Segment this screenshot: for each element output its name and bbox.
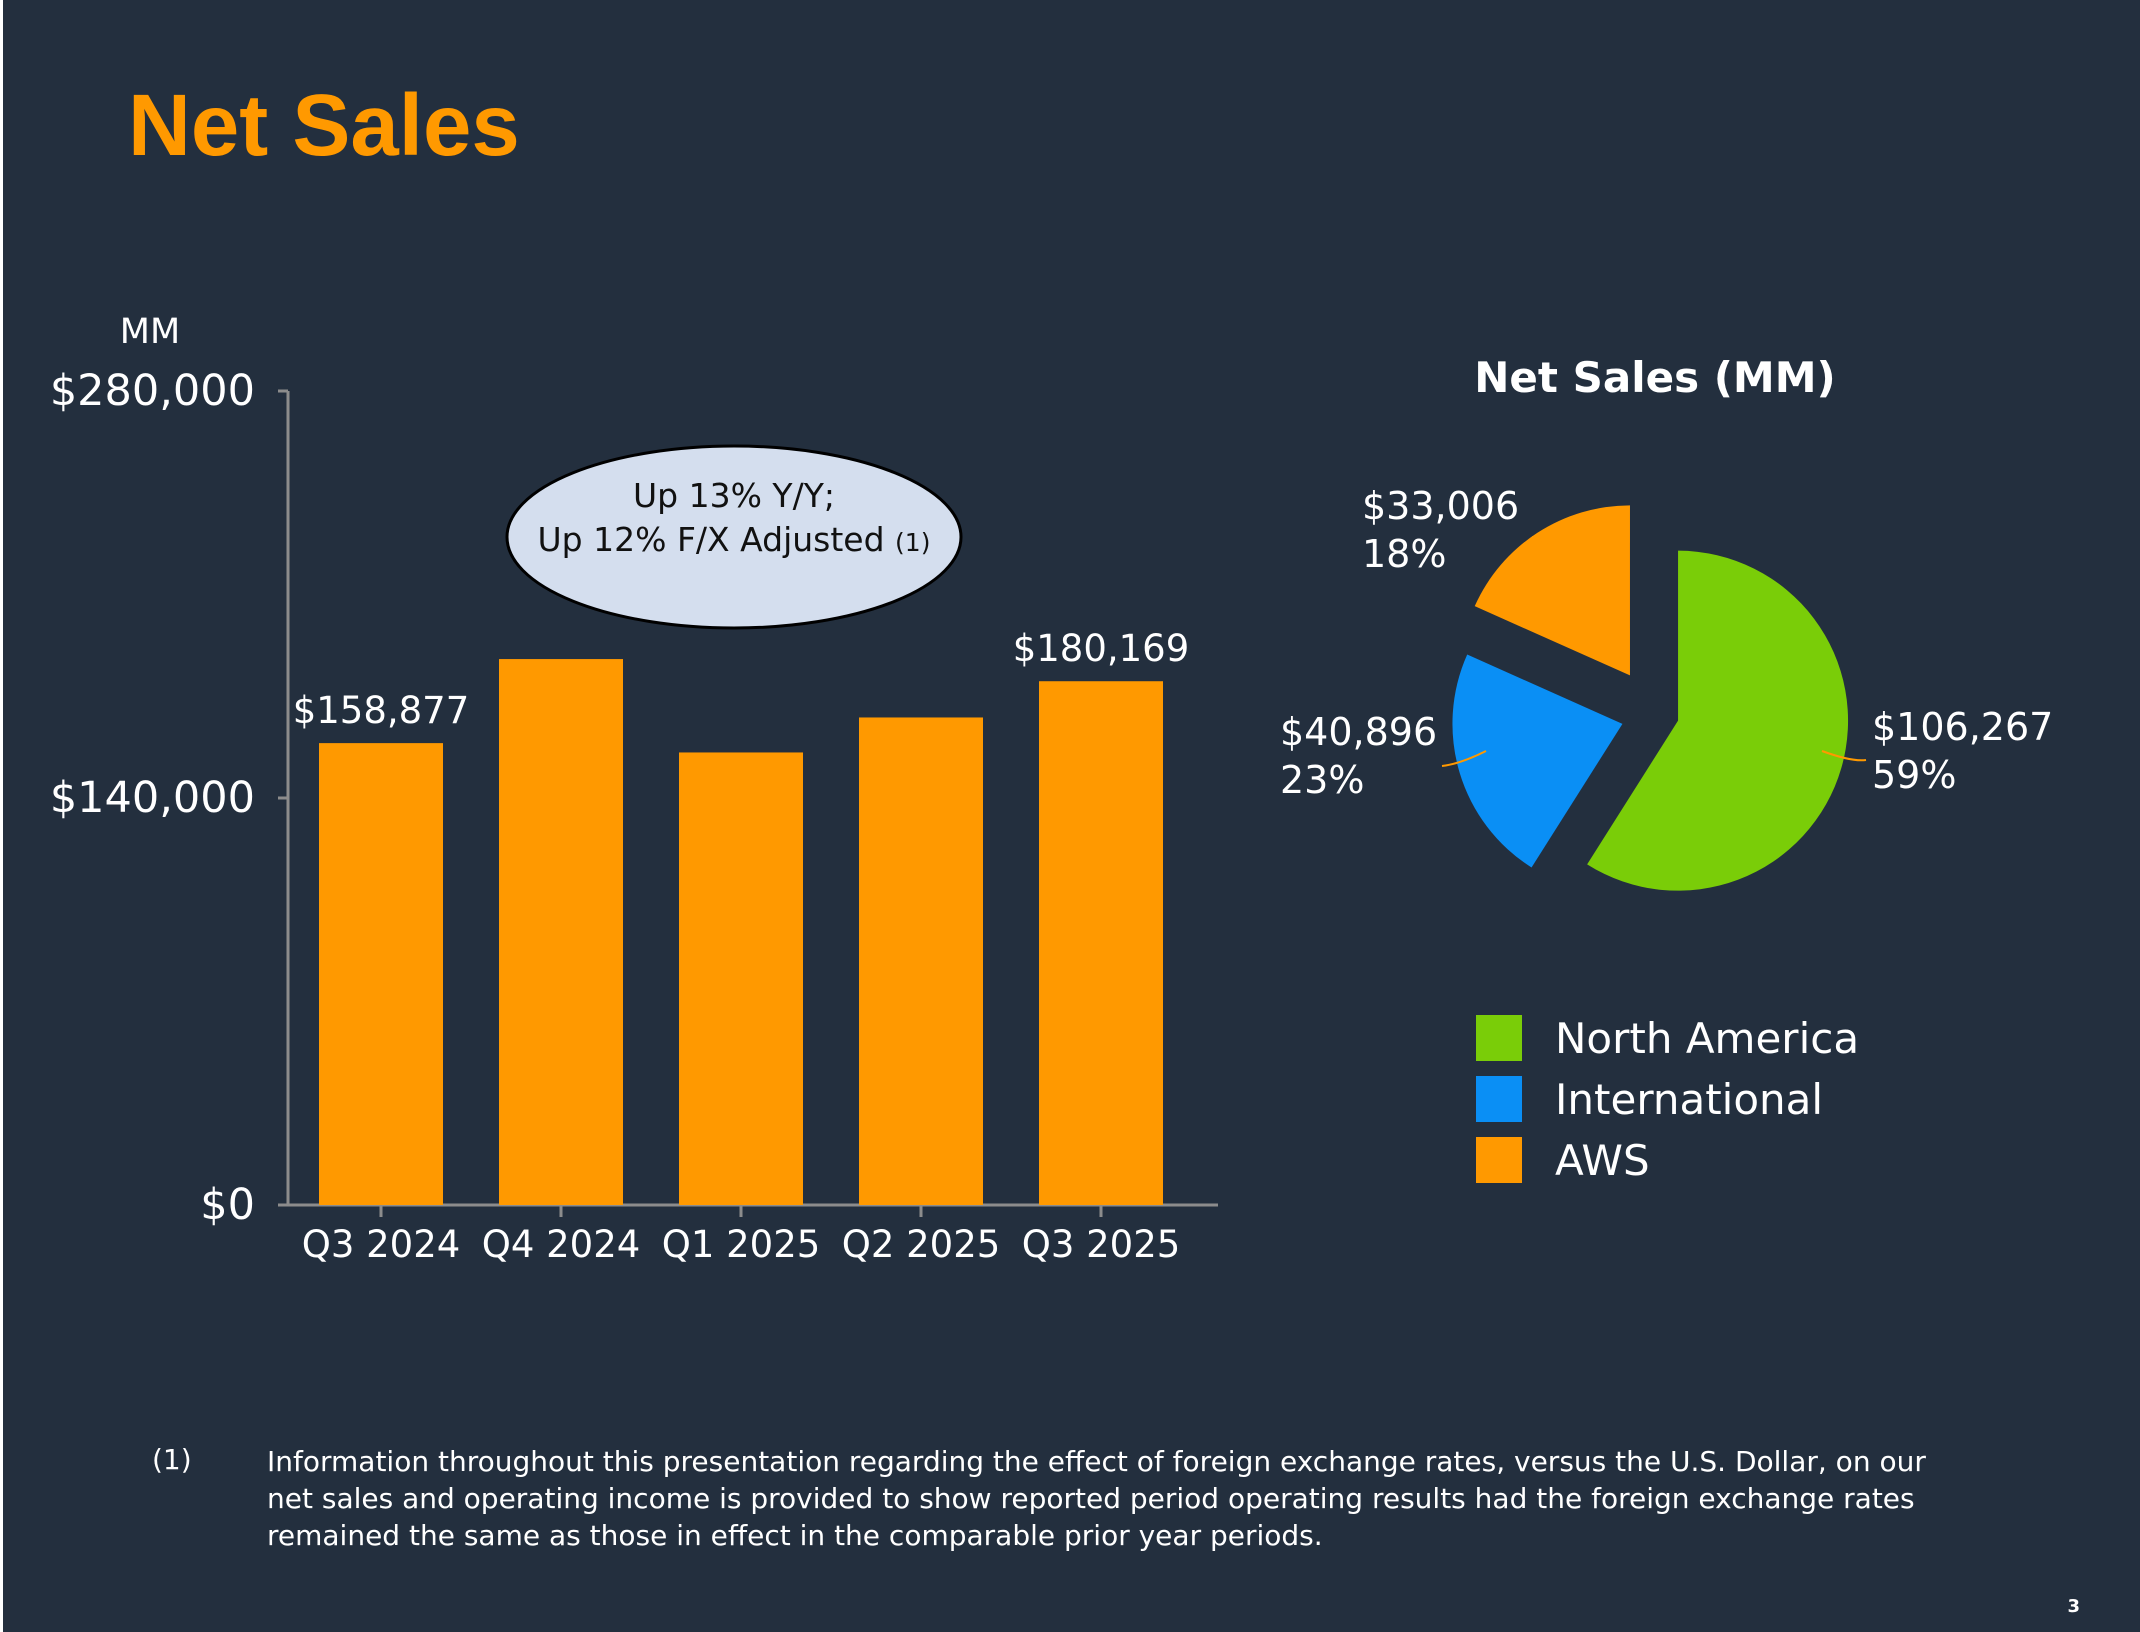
x-tick-label: Q1 2025 [662, 1223, 821, 1266]
callout-line-2: Up 12% F/X Adjusted (1) [538, 520, 931, 559]
y-tick-label: $280,000 [50, 366, 255, 416]
legend-swatch [1476, 1015, 1522, 1061]
bar-q3-2024 [319, 743, 443, 1205]
y-unit-label: MM [120, 312, 180, 352]
page-number: 3 [2067, 1596, 2080, 1617]
pie-pct-label: 23% [1280, 758, 1364, 802]
pie-pct-label: 18% [1362, 532, 1446, 576]
bar-data-label: $158,877 [293, 689, 470, 732]
pie-value-label: $40,896 [1280, 710, 1437, 754]
legend-swatch [1476, 1137, 1522, 1183]
footnote-marker: (1) [152, 1443, 192, 1476]
footnote-text: Information throughout this presentation… [267, 1445, 1926, 1552]
bar-q4-2024 [499, 659, 623, 1205]
x-tick-label: Q3 2025 [1022, 1223, 1181, 1266]
x-tick-label: Q2 2025 [842, 1223, 1001, 1266]
x-tick-label: Q4 2024 [482, 1223, 641, 1266]
pie-pct-label: 59% [1872, 753, 1956, 797]
legend-label: North America [1555, 1014, 1859, 1063]
callout-line-1: Up 13% Y/Y; [633, 476, 835, 515]
pie-value-label: $106,267 [1872, 705, 2053, 749]
callout-ellipse [505, 444, 963, 630]
legend-label: AWS [1555, 1136, 1650, 1185]
pie-slice-international [1452, 654, 1623, 868]
bar-chart: MM $0 $140,000 $280,000 Q3 2024 $158,877 Q4 20… [50, 312, 1218, 1266]
slide-left-edge [0, 0, 3, 1632]
y-tick-label: $140,000 [50, 773, 255, 823]
legend-swatch [1476, 1076, 1522, 1122]
pie-value-label: $33,006 [1362, 484, 1519, 528]
legend-label: International [1555, 1075, 1823, 1124]
pie-leader-line [1821, 750, 1867, 762]
page-title: Net Sales [128, 77, 520, 174]
pie-leader-line [1531, 536, 1561, 561]
y-tick-label: $0 [200, 1180, 255, 1230]
bar-data-label: $180,169 [1013, 627, 1190, 670]
callout-note-ref: (1) [895, 528, 930, 557]
bar-q2-2025 [859, 717, 983, 1205]
bar-q1-2025 [679, 752, 803, 1205]
pie-title: Net Sales (MM) [1474, 353, 1835, 402]
pie-slice-north-america [1587, 550, 1849, 891]
pie-slice-aws [1474, 505, 1630, 676]
pie-leader-line [1441, 750, 1487, 767]
bar-q3-2025 [1039, 681, 1163, 1205]
x-tick-label: Q3 2024 [302, 1223, 461, 1266]
callout-line-2-text: Up 12% F/X Adjusted [538, 520, 896, 559]
